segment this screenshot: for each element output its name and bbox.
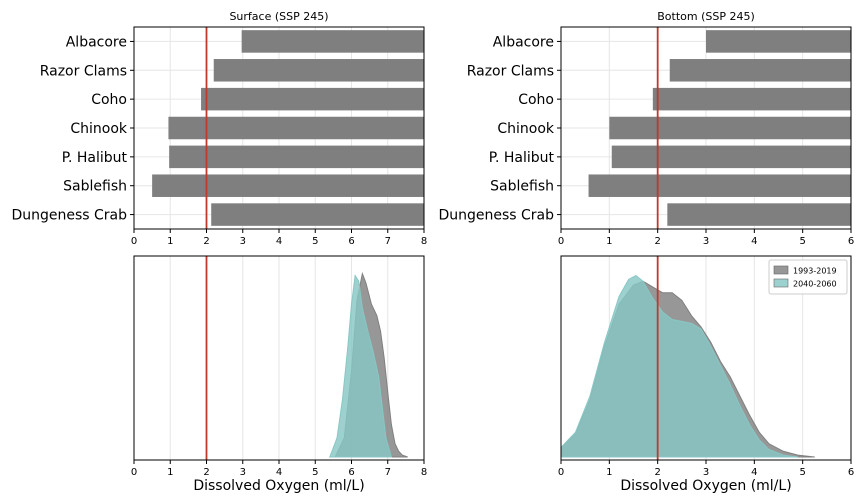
x-tick-label: 4	[276, 236, 282, 247]
category-label: Albacore	[493, 34, 554, 50]
x-tick-label: 0	[131, 236, 137, 247]
x-tick-label: 5	[312, 236, 318, 247]
bar-p-halibut	[611, 145, 851, 169]
chart-title: Bottom (SSP 245)	[657, 10, 755, 23]
chart-panel-2: Albacore Razor Clams Coho Chinook P. Halibut…	[438, 10, 854, 247]
category-label: Albacore	[66, 34, 127, 50]
x-tick-label: 7	[385, 236, 391, 247]
density-area-series-2	[329, 274, 393, 458]
x-tick-label: 2	[654, 467, 660, 478]
x-axis-label: Dissolved Oxygen (ml/L)	[620, 478, 791, 494]
category-label: Razor Clams	[467, 63, 554, 79]
x-tick-label: 0	[558, 467, 564, 478]
x-tick-label: 7	[385, 467, 391, 478]
x-tick-label: 8	[421, 467, 427, 478]
legend-label: 2040-2060	[793, 280, 837, 289]
category-label: Sablefish	[63, 179, 127, 195]
x-tick-label: 1	[606, 467, 612, 478]
category-label: Razor Clams	[40, 63, 127, 79]
category-label: P. Halibut	[489, 150, 555, 166]
chart-panel-4: Dissolved Oxygen (ml/L) 1993-2019 2040-206…	[558, 255, 854, 494]
legend: 1993-2019 2040-2060	[768, 259, 848, 295]
bar-razor-clams	[213, 59, 424, 82]
x-axis-label: Dissolved Oxygen (ml/L)	[193, 478, 364, 494]
x-tick-label: 4	[751, 467, 757, 478]
x-tick-label: 4	[276, 467, 282, 478]
category-label: P. Halibut	[62, 150, 128, 166]
bar-sablefish	[588, 174, 851, 197]
x-tick-label: 6	[348, 236, 354, 247]
chart-panel-1: Albacore Razor Clams Coho Chinook P. Halibut…	[11, 10, 427, 247]
x-tick-label: 8	[421, 236, 427, 247]
category-label: Coho	[91, 92, 127, 108]
bar-albacore	[241, 30, 424, 53]
chart-panel-3: Dissolved Oxygen (ml/L) 0 1 2 3 4 5 6 7 8	[131, 255, 427, 494]
legend-swatch	[773, 265, 789, 275]
x-tick-label: 6	[848, 467, 854, 478]
x-tick-label: 0	[558, 236, 564, 247]
x-tick-label: 6	[848, 236, 854, 247]
bar-sablefish	[152, 174, 425, 197]
bar-chinook	[168, 116, 424, 140]
x-tick-label: 5	[312, 467, 318, 478]
category-label: Dungeness Crab	[438, 208, 554, 224]
category-label: Coho	[518, 92, 554, 108]
x-tick-label: 1	[167, 467, 173, 478]
x-tick-label: 1	[167, 236, 173, 247]
density-area-2040-2060	[560, 274, 798, 458]
x-tick-label: 5	[799, 236, 805, 247]
bar-dungeness-crab	[667, 203, 851, 226]
bar-chinook	[609, 116, 851, 140]
legend-swatch	[773, 278, 789, 288]
bar-albacore	[706, 30, 851, 53]
x-tick-label: 3	[240, 467, 246, 478]
legend-label: 1993-2019	[793, 267, 837, 276]
bar-p-halibut	[169, 145, 424, 169]
category-label: Sablefish	[490, 179, 554, 195]
x-tick-label: 2	[203, 467, 209, 478]
category-label: Chinook	[70, 121, 128, 137]
bar-coho	[652, 87, 851, 111]
x-tick-label: 5	[799, 467, 805, 478]
x-tick-label: 3	[703, 467, 709, 478]
category-label: Chinook	[497, 121, 555, 137]
x-tick-label: 1	[606, 236, 612, 247]
x-tick-label: 3	[240, 236, 246, 247]
bar-dungeness-crab	[211, 203, 424, 226]
chart-title: Surface (SSP 245)	[229, 10, 328, 23]
x-tick-label: 4	[751, 236, 757, 247]
x-tick-label: 2	[203, 236, 209, 247]
bar-coho	[201, 87, 424, 111]
x-tick-label: 3	[703, 236, 709, 247]
x-tick-label: 2	[654, 236, 660, 247]
bar-razor-clams	[669, 59, 851, 82]
legend-frame	[768, 259, 848, 295]
x-tick-label: 6	[348, 467, 354, 478]
x-tick-label: 0	[131, 467, 137, 478]
category-label: Dungeness Crab	[11, 208, 127, 224]
